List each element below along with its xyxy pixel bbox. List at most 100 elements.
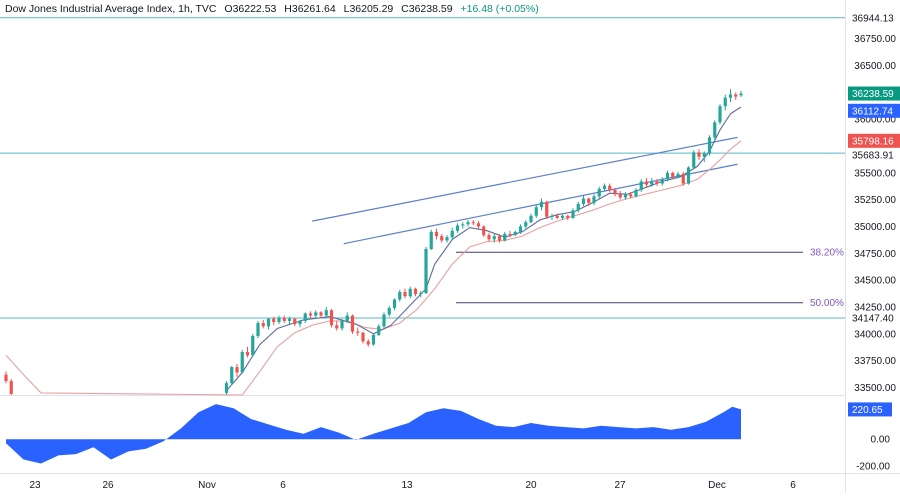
candle[interactable] (445, 235, 449, 243)
candle[interactable] (692, 150, 696, 169)
candle[interactable] (545, 200, 549, 219)
candle[interactable] (293, 317, 297, 327)
candle[interactable] (324, 306, 328, 317)
candle[interactable] (676, 171, 680, 179)
candle[interactable] (671, 171, 675, 180)
channel-upper-line[interactable] (312, 136, 738, 222)
candle[interactable] (566, 214, 570, 221)
candle[interactable] (350, 314, 355, 334)
candle[interactable] (429, 229, 433, 251)
candle[interactable] (387, 305, 391, 317)
candle[interactable] (303, 312, 307, 324)
candle[interactable] (235, 363, 239, 377)
candle[interactable] (723, 94, 727, 111)
candle[interactable] (455, 223, 460, 233)
candle[interactable] (492, 233, 496, 243)
candle[interactable] (728, 89, 733, 102)
candle[interactable] (371, 333, 376, 346)
last-price-badge[interactable]: 36238.59 (848, 86, 900, 101)
candle[interactable] (361, 331, 365, 344)
candle[interactable] (277, 315, 281, 325)
candle[interactable] (345, 312, 349, 324)
level-badge-top[interactable]: 36944.13 (848, 10, 900, 25)
candle[interactable] (424, 246, 428, 295)
candle[interactable] (403, 288, 407, 299)
candle[interactable] (697, 149, 701, 160)
candle[interactable] (319, 311, 323, 318)
candle[interactable] (398, 289, 402, 302)
candle[interactable] (550, 213, 554, 221)
candle[interactable] (466, 220, 470, 227)
candle[interactable] (734, 92, 738, 100)
candle[interactable] (618, 191, 622, 200)
candle[interactable] (340, 318, 344, 331)
red-level-badge[interactable]: 35798.16 (848, 133, 900, 148)
candle[interactable] (230, 366, 234, 386)
candle[interactable] (644, 178, 649, 188)
level-badge-mid[interactable]: 35683.91 (848, 148, 900, 163)
candle[interactable] (639, 179, 643, 193)
candle[interactable] (487, 232, 491, 242)
candle[interactable] (597, 186, 601, 199)
candle[interactable] (707, 135, 712, 156)
candle[interactable] (434, 228, 439, 240)
candle[interactable] (602, 183, 607, 192)
candle[interactable] (298, 319, 302, 328)
candle[interactable] (534, 205, 538, 218)
candle[interactable] (503, 231, 507, 242)
candle[interactable] (592, 194, 596, 206)
candle[interactable] (539, 198, 544, 211)
candle[interactable] (513, 230, 517, 237)
candle[interactable] (713, 120, 717, 140)
candle[interactable] (497, 233, 502, 243)
candle[interactable] (419, 290, 423, 298)
candle[interactable] (518, 224, 523, 234)
candle[interactable] (581, 195, 586, 207)
candle[interactable] (576, 201, 580, 213)
candle[interactable] (634, 187, 638, 198)
candle[interactable] (587, 197, 591, 207)
candle[interactable] (650, 178, 654, 187)
candle[interactable] (524, 220, 528, 229)
candle[interactable] (450, 227, 454, 240)
candle[interactable] (508, 230, 512, 238)
candle[interactable] (440, 233, 444, 243)
candle[interactable] (555, 213, 559, 219)
candle[interactable] (482, 225, 486, 238)
candle[interactable] (629, 192, 633, 199)
candle[interactable] (251, 333, 255, 357)
candle[interactable] (681, 171, 685, 186)
candle[interactable] (686, 166, 691, 185)
oscillator-area[interactable] (6, 404, 741, 464)
candle[interactable] (613, 187, 617, 197)
candle[interactable] (461, 222, 465, 229)
candle[interactable] (665, 170, 670, 182)
candle[interactable] (224, 381, 229, 395)
candle[interactable] (702, 151, 706, 163)
candle[interactable] (314, 310, 318, 319)
candle[interactable] (655, 179, 659, 186)
slow-moving-average-line[interactable] (5, 140, 742, 396)
candle[interactable] (266, 317, 271, 330)
oscillator-value-badge[interactable]: 220.65 (848, 402, 892, 417)
candle[interactable] (9, 378, 13, 395)
candle[interactable] (408, 286, 412, 299)
candle[interactable] (377, 324, 381, 336)
candle[interactable] (287, 316, 292, 325)
candle[interactable] (471, 220, 475, 226)
candle[interactable] (4, 371, 8, 384)
candle[interactable] (329, 309, 334, 328)
candle[interactable] (608, 183, 612, 193)
candle[interactable] (245, 346, 250, 358)
candle[interactable] (272, 316, 276, 326)
candle[interactable] (571, 208, 575, 219)
candle[interactable] (623, 192, 628, 200)
candle[interactable] (382, 312, 386, 329)
candle[interactable] (335, 320, 339, 331)
candle[interactable] (560, 214, 565, 221)
candle[interactable] (366, 339, 370, 347)
candle[interactable] (718, 104, 722, 125)
moving-average-badge[interactable]: 36112.74 (848, 103, 900, 118)
candle[interactable] (356, 327, 360, 336)
